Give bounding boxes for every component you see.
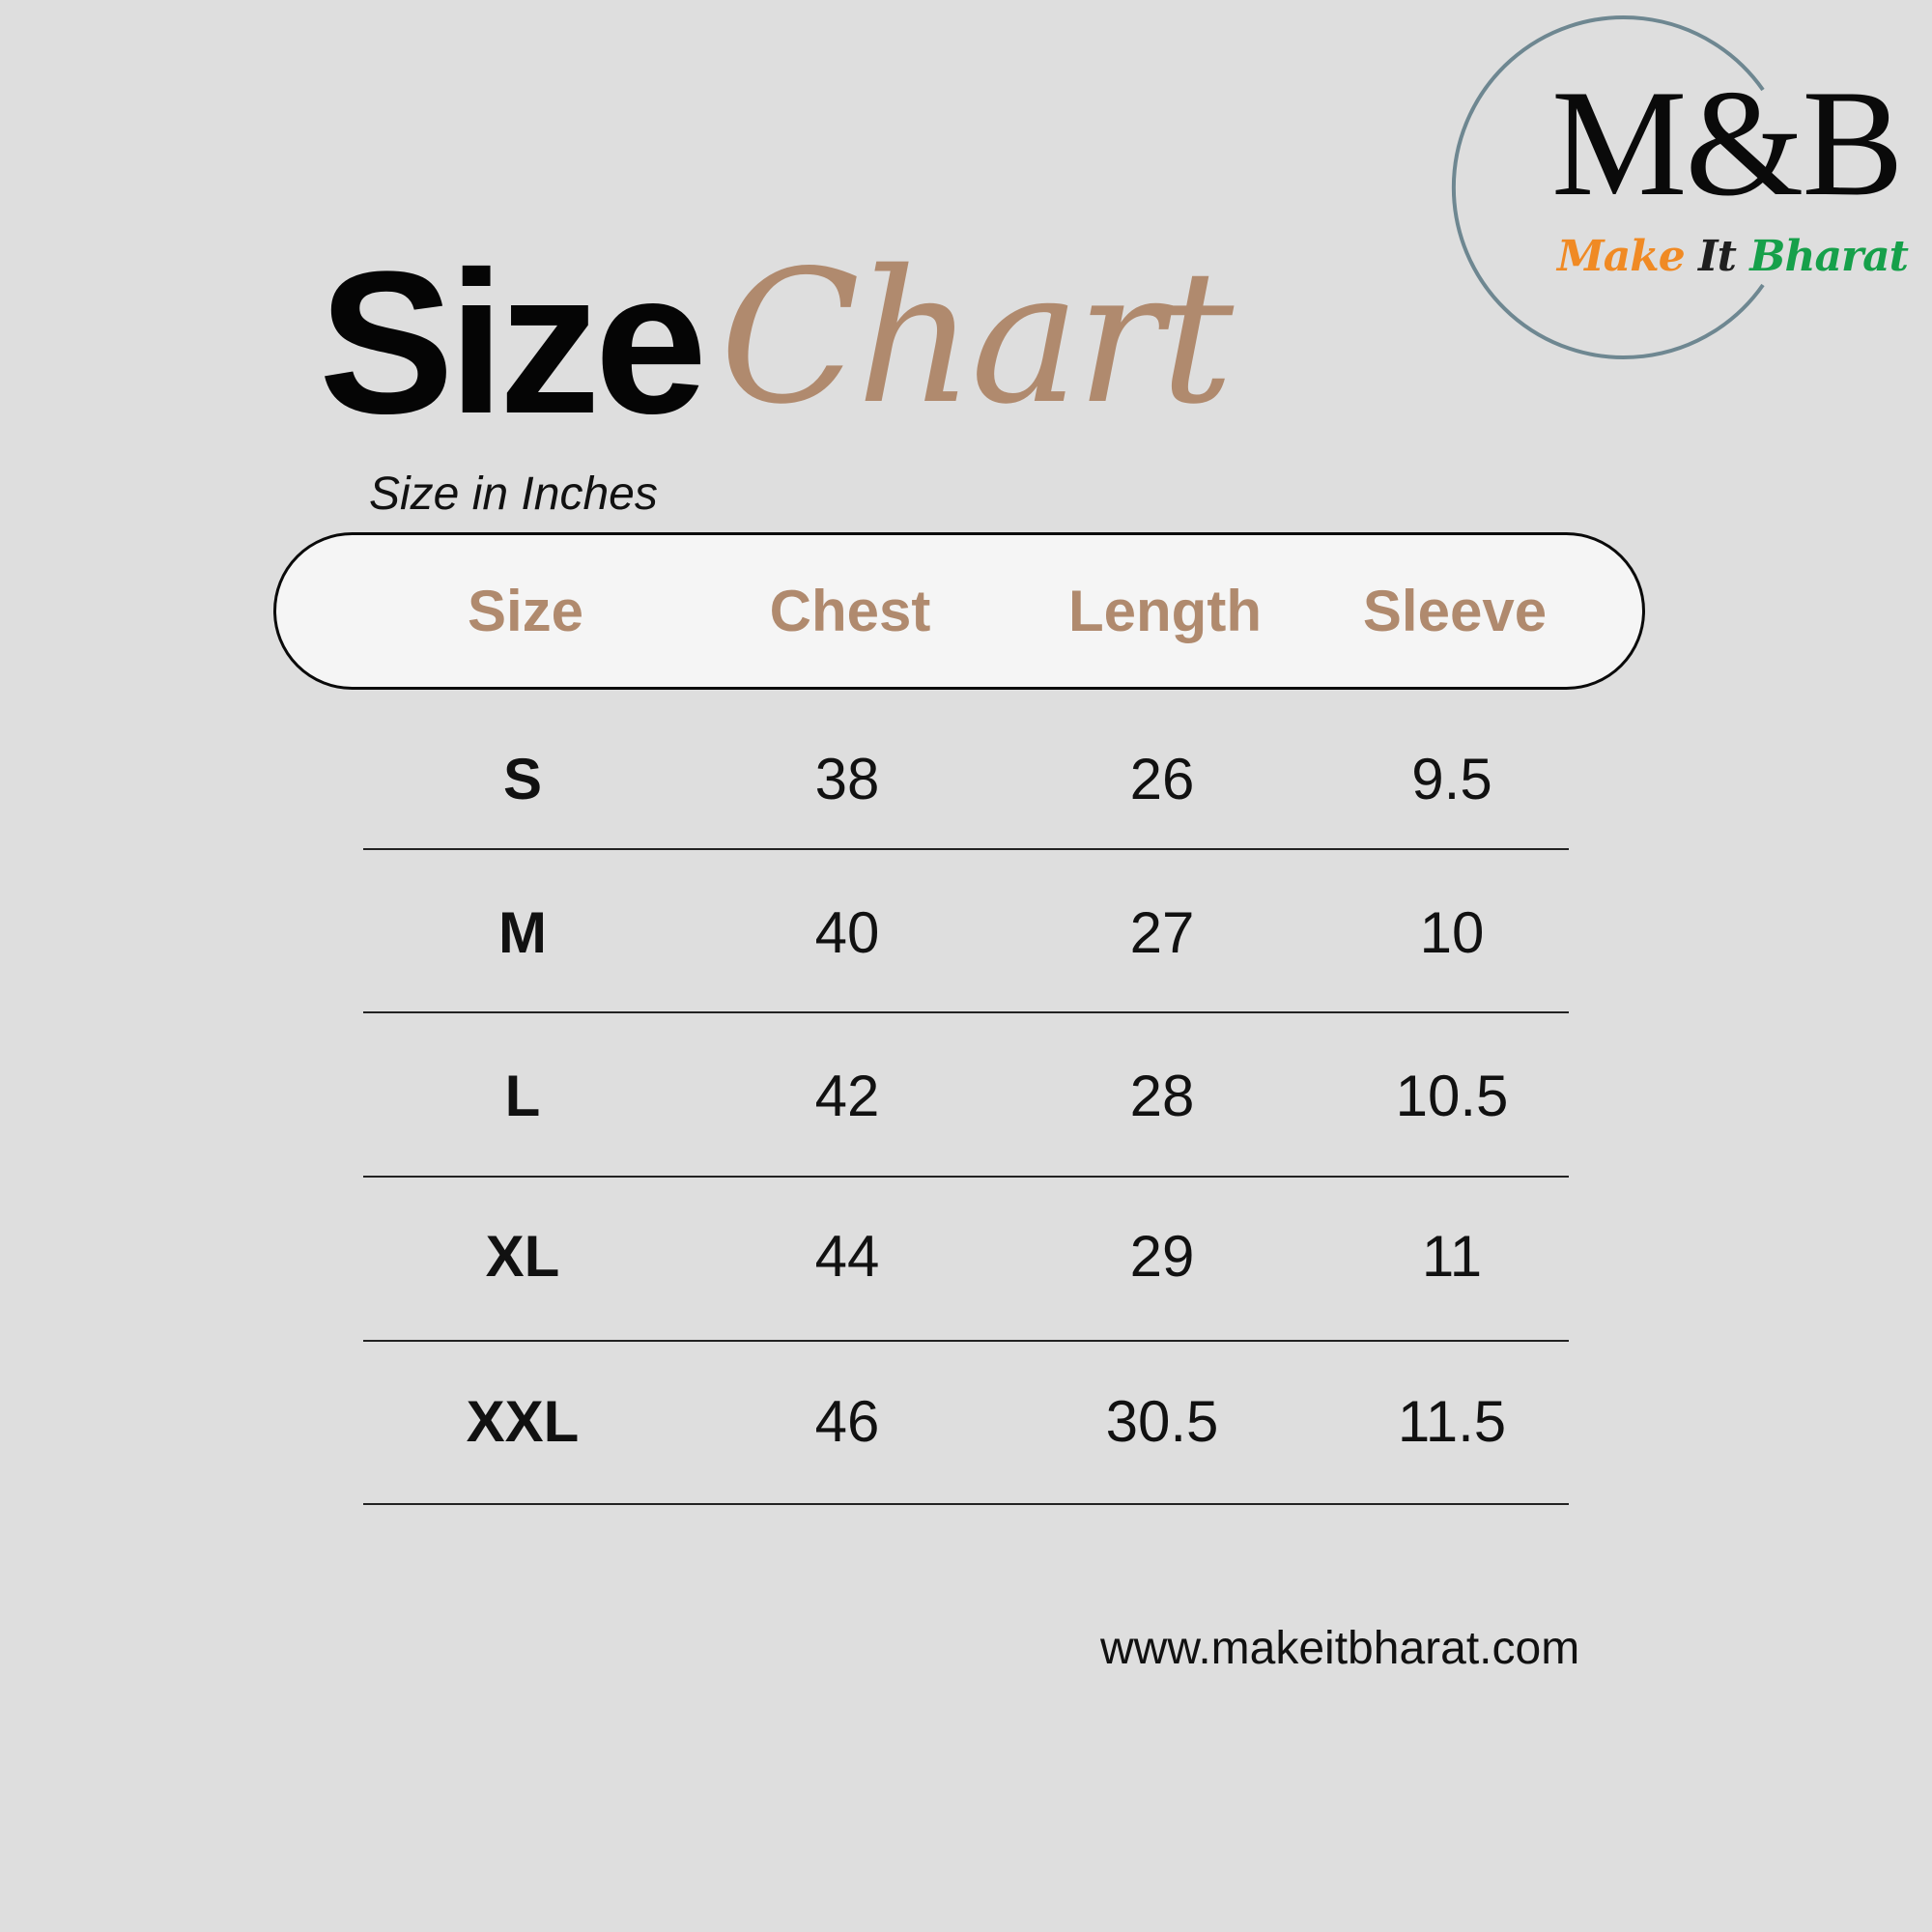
cell-size: M bbox=[498, 900, 547, 965]
row-divider bbox=[363, 1011, 1569, 1013]
column-header-sleeve: Sleeve bbox=[1362, 579, 1548, 643]
cell-sleeve: 11 bbox=[1421, 1224, 1483, 1289]
tagline-it: It bbox=[1698, 232, 1737, 281]
logo-tagline: Make It Bharat bbox=[1557, 232, 1909, 281]
cell-chest: 40 bbox=[814, 900, 880, 965]
column-header-length: Length bbox=[1068, 579, 1262, 643]
row-divider bbox=[363, 1340, 1569, 1342]
table-row: M 40 27 10 bbox=[0, 861, 1932, 1006]
unit-note: Size in Inches bbox=[369, 469, 658, 520]
cell-size: L bbox=[504, 1064, 541, 1128]
tagline-make: Make bbox=[1557, 232, 1686, 281]
cell-length: 26 bbox=[1129, 747, 1195, 811]
table-row: XL 44 29 11 bbox=[0, 1184, 1932, 1329]
logo-brand: M&B bbox=[1551, 59, 1904, 228]
tagline-bharat: Bharat bbox=[1749, 232, 1909, 281]
page-title-script: Chart bbox=[720, 231, 1234, 444]
cell-sleeve: 9.5 bbox=[1411, 747, 1492, 811]
row-divider bbox=[363, 1503, 1569, 1505]
cell-sleeve: 10 bbox=[1419, 900, 1485, 965]
cell-size: XXL bbox=[466, 1389, 580, 1454]
cell-size: XL bbox=[485, 1224, 560, 1289]
page-title-bold: Size bbox=[319, 229, 707, 456]
cell-sleeve: 10.5 bbox=[1395, 1064, 1509, 1128]
cell-chest: 38 bbox=[814, 747, 880, 811]
website-link[interactable]: www.makeitbharat.com bbox=[1100, 1623, 1580, 1674]
row-divider bbox=[363, 1176, 1569, 1178]
cell-length: 29 bbox=[1129, 1224, 1195, 1289]
table-row: L 42 28 10.5 bbox=[0, 1024, 1932, 1169]
column-header-chest: Chest bbox=[769, 579, 931, 643]
column-header-size: Size bbox=[467, 579, 584, 643]
cell-length: 28 bbox=[1129, 1064, 1195, 1128]
cell-chest: 46 bbox=[814, 1389, 880, 1454]
table-row: XXL 46 30.5 11.5 bbox=[0, 1350, 1932, 1494]
cell-chest: 44 bbox=[814, 1224, 880, 1289]
cell-length: 30.5 bbox=[1105, 1389, 1219, 1454]
cell-length: 27 bbox=[1129, 900, 1195, 965]
cell-sleeve: 11.5 bbox=[1397, 1389, 1507, 1454]
cell-size: S bbox=[502, 747, 543, 811]
table-row: S 38 26 9.5 bbox=[0, 707, 1932, 852]
cell-chest: 42 bbox=[814, 1064, 880, 1128]
row-divider bbox=[363, 848, 1569, 850]
table-header: Size Chest Length Sleeve bbox=[273, 532, 1645, 690]
